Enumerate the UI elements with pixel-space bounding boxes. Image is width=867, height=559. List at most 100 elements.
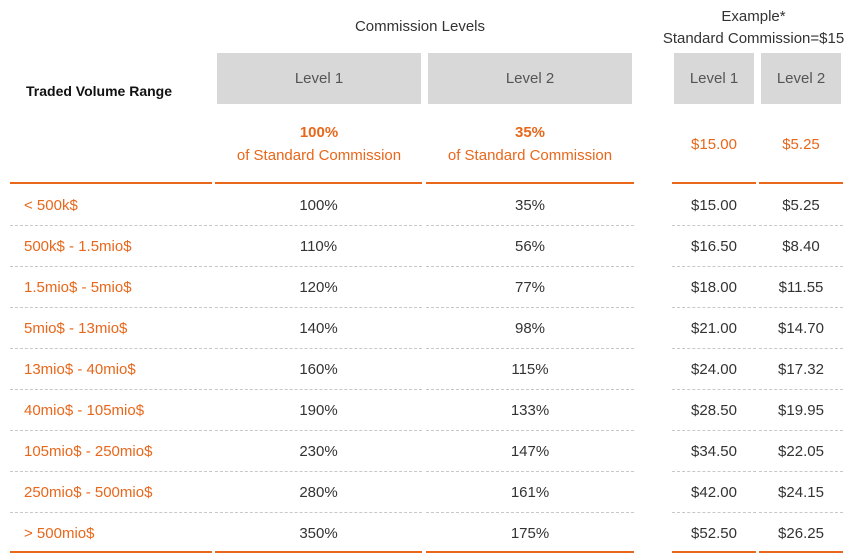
row-divider (759, 266, 843, 267)
std-level1-sub: of Standard Commission (236, 147, 402, 164)
row-divider (426, 307, 634, 308)
row-divider (215, 389, 422, 390)
row-divider (672, 225, 756, 226)
row-divider (672, 389, 756, 390)
level2-cell: 35% (514, 197, 546, 214)
example-level2-cell: $5.25 (782, 197, 820, 214)
row-divider (426, 225, 634, 226)
level1-cell: 280% (299, 484, 338, 501)
example-level2-cell: $19.95 (778, 402, 824, 419)
std-level2-pct: 35% (514, 124, 546, 141)
range-cell: 40mio$ - 105mio$ (24, 402, 145, 419)
level2-cell: 175% (510, 525, 550, 542)
level1-cell: 140% (299, 320, 338, 337)
example-level2-header: Level 2 (761, 53, 841, 104)
level2-cell: 147% (510, 443, 550, 460)
row-divider (672, 512, 756, 513)
traded-volume-range-header: Traded Volume Range (26, 83, 172, 99)
row-divider (672, 307, 756, 308)
row-divider (426, 430, 634, 431)
range-cell: 250mio$ - 500mio$ (24, 484, 153, 501)
row-divider (759, 389, 843, 390)
row-divider (215, 307, 422, 308)
std-level2-sub: of Standard Commission (447, 147, 613, 164)
level1-cell: 350% (299, 525, 338, 542)
example-level1-cell: $52.50 (691, 525, 737, 542)
footer-rule (215, 551, 422, 553)
range-cell: 5mio$ - 13mio$ (24, 320, 128, 337)
row-divider (759, 307, 843, 308)
row-divider (10, 389, 212, 390)
level1-cell: 100% (299, 197, 338, 214)
row-divider (10, 471, 212, 472)
row-divider (215, 266, 422, 267)
example-level1-cell: $15.00 (691, 197, 737, 214)
header-rule (10, 182, 212, 184)
range-cell: 500k$ - 1.5mio$ (24, 238, 132, 255)
level2-header: Level 2 (428, 53, 632, 104)
level1-cell: 110% (299, 238, 338, 255)
row-divider (426, 389, 634, 390)
row-divider (215, 471, 422, 472)
row-divider (672, 430, 756, 431)
example-level1-cell: $16.50 (691, 238, 737, 255)
level2-cell: 98% (514, 320, 546, 337)
footer-rule (759, 551, 843, 553)
range-cell: 1.5mio$ - 5mio$ (24, 279, 132, 296)
std-example-level1: $15.00 (691, 136, 737, 153)
commission-levels-title: Commission Levels (354, 18, 486, 35)
example-level1-cell: $21.00 (691, 320, 737, 337)
example-level1-cell: $18.00 (691, 279, 737, 296)
row-divider (10, 512, 212, 513)
level2-cell: 133% (510, 402, 550, 419)
footer-rule (10, 551, 212, 553)
example-level2-cell: $22.05 (778, 443, 824, 460)
range-cell: < 500k$ (24, 197, 78, 214)
footer-rule (426, 551, 634, 553)
row-divider (426, 348, 634, 349)
level1-header: Level 1 (217, 53, 421, 104)
level2-cell: 161% (510, 484, 550, 501)
footer-rule (672, 551, 756, 553)
example-level1-cell: $28.50 (691, 402, 737, 419)
row-divider (426, 266, 634, 267)
example-level1-cell: $34.50 (691, 443, 737, 460)
example-level2-cell: $24.15 (778, 484, 824, 501)
example-level2-cell: $14.70 (778, 320, 824, 337)
range-cell: > 500mio$ (24, 525, 95, 542)
row-divider (215, 512, 422, 513)
example-level2-cell: $11.55 (778, 279, 824, 296)
row-divider (759, 348, 843, 349)
header-rule (215, 182, 422, 184)
row-divider (426, 512, 634, 513)
level1-cell: 230% (299, 443, 338, 460)
example-subtitle: Standard Commission=$15 (662, 30, 845, 47)
std-level1-pct: 100% (299, 124, 339, 141)
row-divider (10, 307, 212, 308)
row-divider (759, 471, 843, 472)
example-title: Example* (721, 8, 786, 25)
level2-cell: 56% (514, 238, 546, 255)
row-divider (672, 348, 756, 349)
std-example-level2: $5.25 (782, 136, 820, 153)
row-divider (215, 430, 422, 431)
row-divider (10, 225, 212, 226)
row-divider (215, 348, 422, 349)
row-divider (10, 430, 212, 431)
row-divider (10, 348, 212, 349)
example-level1-cell: $42.00 (691, 484, 737, 501)
header-rule (426, 182, 634, 184)
level1-cell: 160% (299, 361, 338, 378)
row-divider (759, 512, 843, 513)
row-divider (672, 471, 756, 472)
level1-cell: 190% (299, 402, 338, 419)
header-rule (759, 182, 843, 184)
example-level2-cell: $8.40 (782, 238, 820, 255)
header-rule (672, 182, 756, 184)
level1-cell: 120% (299, 279, 338, 296)
example-level2-cell: $17.32 (778, 361, 824, 378)
row-divider (759, 225, 843, 226)
level2-cell: 77% (514, 279, 546, 296)
example-level1-header: Level 1 (674, 53, 754, 104)
row-divider (426, 471, 634, 472)
